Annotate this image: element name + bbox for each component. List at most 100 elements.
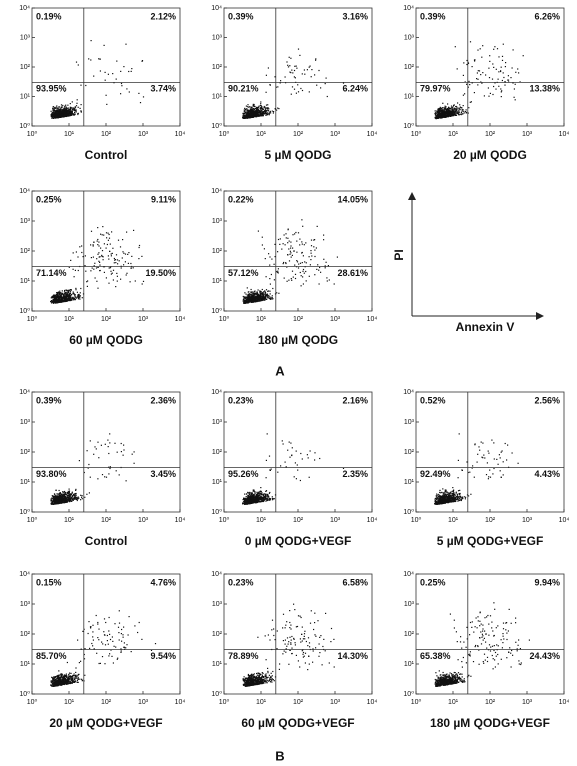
- y-tick-label: 10⁰: [19, 122, 30, 130]
- dot: [59, 109, 62, 111]
- dot: [247, 115, 249, 117]
- dot: [265, 500, 267, 502]
- dot: [73, 493, 75, 495]
- dot: [62, 114, 64, 116]
- dot: [53, 498, 55, 500]
- dot: [141, 283, 143, 285]
- dot: [69, 291, 72, 293]
- x-tick-label: 10¹: [256, 316, 267, 323]
- dot: [271, 496, 273, 498]
- dot: [51, 297, 53, 299]
- dot: [454, 108, 456, 110]
- dot: [54, 299, 56, 301]
- dot: [269, 499, 272, 501]
- dot: [265, 490, 268, 492]
- dot: [63, 496, 66, 498]
- dot: [273, 263, 275, 265]
- dot-cloud: [50, 433, 135, 505]
- x-tick-label: 10⁰: [219, 130, 230, 138]
- dot: [253, 290, 255, 293]
- dot: [439, 106, 441, 108]
- dot: [259, 296, 261, 298]
- dot: [94, 446, 96, 448]
- dot: [67, 496, 69, 498]
- y-tick-label: 10⁴: [19, 5, 30, 12]
- dot: [256, 106, 258, 108]
- dot: [64, 295, 66, 297]
- dot: [444, 107, 446, 109]
- dot: [259, 295, 261, 297]
- y-tick-label: 10²: [20, 64, 31, 71]
- dot: [56, 496, 59, 498]
- dot: [252, 293, 254, 295]
- quadrant-percent: 0.22%: [228, 194, 254, 204]
- dot: [248, 298, 250, 300]
- dot: [60, 499, 62, 501]
- dot: [55, 298, 57, 300]
- dot: [447, 114, 449, 116]
- dot: [56, 500, 58, 502]
- dot: [249, 116, 251, 118]
- dot: [128, 252, 130, 254]
- dot: [57, 114, 59, 116]
- x-tick-label: 10⁰: [219, 315, 230, 323]
- dot: [450, 115, 452, 117]
- dot: [324, 265, 326, 267]
- dot: [108, 237, 111, 239]
- dot: [259, 113, 261, 116]
- dot: [253, 115, 255, 117]
- dot: [466, 63, 468, 66]
- dot: [450, 113, 452, 115]
- dot: [74, 106, 76, 108]
- dot: [255, 299, 257, 301]
- dot: [261, 297, 263, 299]
- panel-caption: 20 µM QODG: [453, 148, 527, 162]
- dot: [116, 272, 118, 274]
- dot: [253, 103, 255, 106]
- dot: [279, 82, 281, 84]
- dot: [247, 296, 249, 299]
- dot: [254, 492, 256, 494]
- dot: [308, 476, 310, 478]
- quadrant-percent: 3.16%: [342, 11, 368, 21]
- dot: [314, 239, 316, 241]
- dot: [249, 294, 251, 296]
- dot: [440, 110, 443, 112]
- dot: [67, 111, 70, 113]
- dot: [256, 109, 258, 111]
- dot: [101, 255, 103, 257]
- dot: [67, 492, 69, 495]
- dot: [263, 498, 265, 500]
- dot: [253, 502, 255, 504]
- dot: [446, 108, 449, 111]
- x-tick-label: 10¹: [64, 316, 75, 323]
- dot: [450, 108, 452, 110]
- dot: [86, 493, 88, 495]
- dot: [55, 110, 57, 112]
- dot: [56, 298, 58, 300]
- dot: [72, 299, 74, 301]
- dot: [252, 108, 254, 110]
- dot: [264, 496, 266, 498]
- dot: [74, 296, 76, 298]
- dot: [98, 457, 100, 459]
- dot: [446, 115, 448, 117]
- dot: [444, 108, 446, 110]
- dot: [243, 300, 245, 302]
- dot: [244, 301, 246, 303]
- dot: [69, 112, 71, 114]
- dot: [125, 274, 127, 276]
- dot: [455, 105, 457, 108]
- dot: [52, 107, 54, 109]
- dot: [439, 107, 441, 110]
- dot: [289, 253, 291, 255]
- dot: [254, 299, 256, 302]
- dot: [263, 106, 265, 108]
- dot: [248, 116, 250, 119]
- x-tick-label: 10⁴: [175, 316, 186, 323]
- dot: [253, 293, 255, 295]
- dot: [270, 298, 272, 300]
- dot: [266, 111, 268, 113]
- dot: [104, 476, 106, 478]
